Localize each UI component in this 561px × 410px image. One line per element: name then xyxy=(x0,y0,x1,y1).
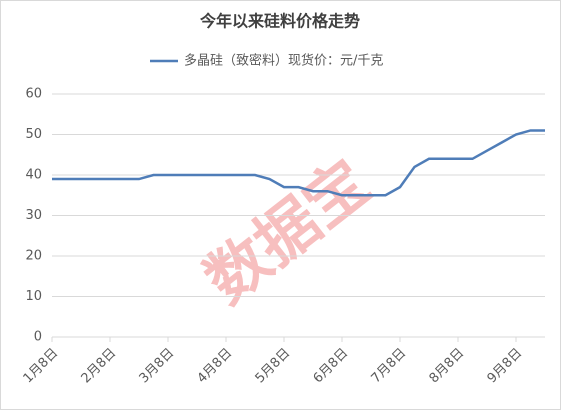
y-tick-label: 50 xyxy=(25,127,42,142)
series-line xyxy=(52,129,545,197)
y-tick-label: 40 xyxy=(25,168,42,183)
y-tick-label: 10 xyxy=(25,289,42,304)
chart-title: 今年以来硅料价格走势 xyxy=(199,12,360,31)
y-tick-label: 30 xyxy=(25,208,42,223)
y-tick-label: 0 xyxy=(34,330,42,345)
y-tick-label: 20 xyxy=(25,249,42,264)
legend-label: 多晶硅（致密料）现货价：元/千克 xyxy=(184,53,383,69)
y-tick-label: 60 xyxy=(25,87,42,102)
